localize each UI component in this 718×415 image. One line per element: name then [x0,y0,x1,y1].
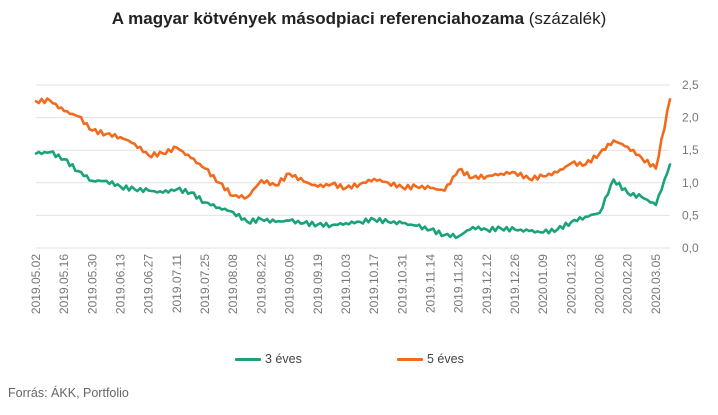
x-tick-label: 2019.10.31 [395,254,409,314]
x-tick-label: 2019.05.30 [85,254,99,314]
x-tick-label: 2019.06.27 [142,254,156,314]
y-tick-label: 0,5 [682,208,699,222]
legend-item-5-eves: 5 éves [397,352,464,366]
x-tick-label: 2019.05.16 [57,254,71,314]
x-tick-label: 2019.08.08 [226,254,240,314]
y-tick-label: 2,5 [682,78,699,92]
x-tick-label: 2020.02.20 [621,254,635,314]
legend-item-3-eves: 3 éves [235,352,302,366]
x-tick-label: 2019.06.13 [114,254,128,314]
x-tick-label: 2019.12.26 [508,254,522,314]
legend-label-5-eves: 5 éves [427,352,464,366]
source-note: Forrás: ÁKK, Portfolio [8,386,129,400]
x-tick-label: 2019.09.19 [311,254,325,314]
chart-title: A magyar kötvények másodpiaci referencia… [0,8,718,30]
x-tick-label: 2019.07.11 [170,254,184,313]
x-tick-label: 2019.11.28 [452,254,466,313]
x-tick-label: 2019.12.12 [480,254,494,314]
x-tick-label: 2020.01.23 [564,254,578,314]
x-tick-label: 2019.07.25 [198,254,212,314]
y-tick-label: 0,0 [682,241,699,255]
x-tick-label: 2020.02.06 [593,254,607,314]
x-tick-label: 2019.11.14 [423,254,437,313]
x-tick-label: 2019.09.05 [283,254,297,314]
legend-swatch-5-eves [397,357,423,361]
chart-legend: 3 éves 5 éves [0,352,718,372]
x-tick-label: 2020.01.09 [536,254,550,314]
chart-title-unit: (százalék) [528,9,607,28]
x-tick-label: 2019.05.02 [29,254,43,314]
chart-title-main: A magyar kötvények másodpiaci referencia… [111,9,525,28]
x-tick-label: 2019.10.17 [367,254,381,314]
series-line-3-eves [34,150,672,240]
legend-swatch-3-eves [235,357,261,361]
line-chart: 0,0 0,5 1,0 1,5 2,0 2,5 2019.05.02 2019.05.16 20… [29,78,699,314]
x-tick-label: 2020.03.05 [649,254,663,314]
y-tick-label: 2,0 [682,111,699,125]
y-tick-label: 1,5 [682,143,699,157]
y-tick-label: 1,0 [682,176,699,190]
x-tick-label: 2019.10.03 [339,254,353,314]
x-tick-label: 2019.08.22 [254,254,268,314]
legend-label-3-eves: 3 éves [265,352,302,366]
series-line-5-eves [34,97,672,200]
